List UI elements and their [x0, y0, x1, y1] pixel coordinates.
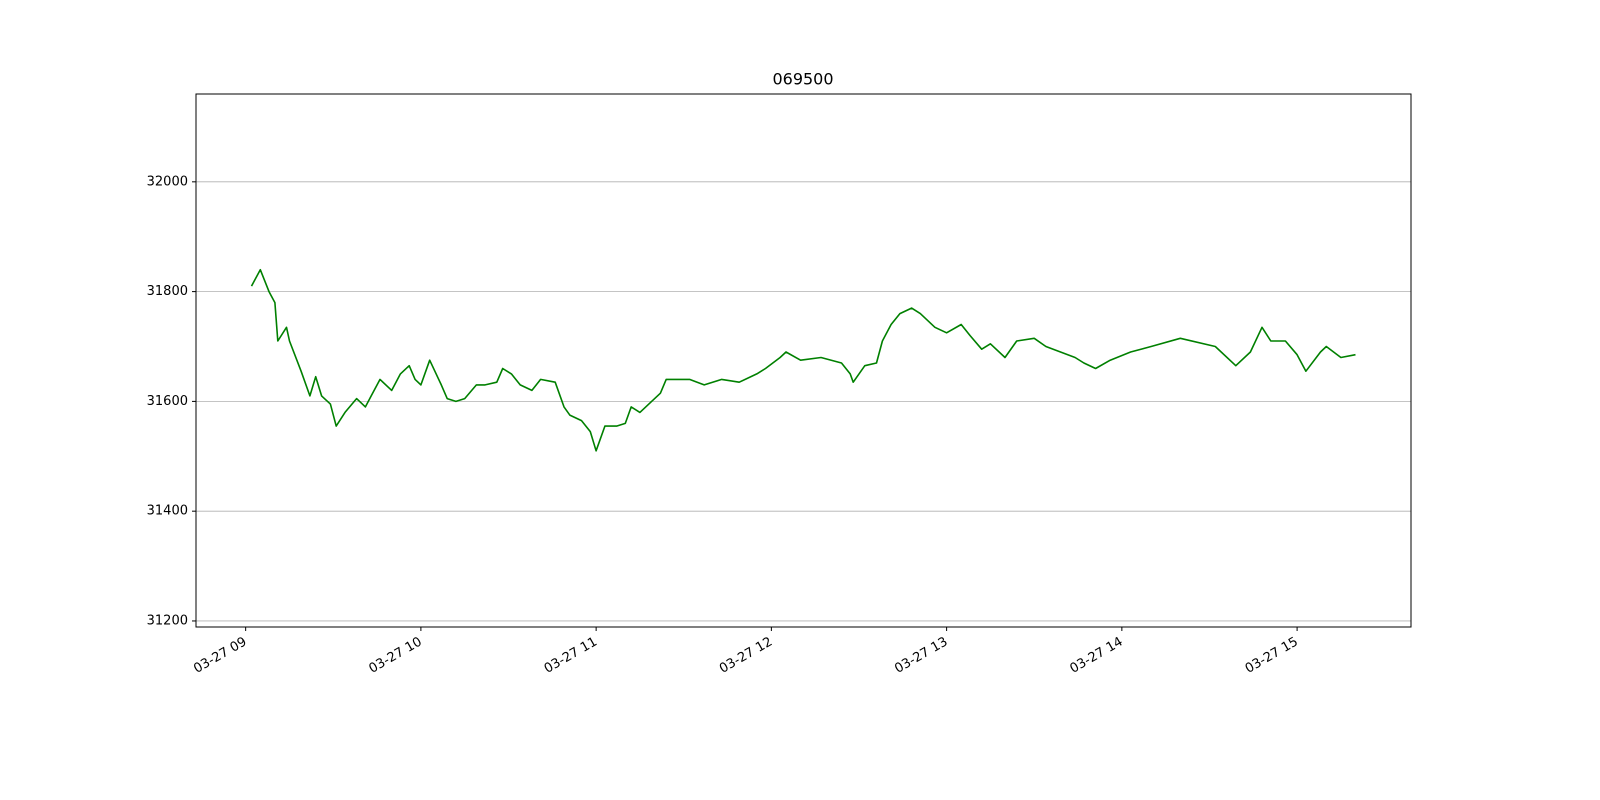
- chart-title: 069500: [772, 70, 833, 89]
- x-tick-label: 03-27 10: [367, 635, 425, 677]
- y-tick-label: 32000: [147, 174, 188, 189]
- x-tick-label: 03-27 11: [542, 635, 600, 677]
- y-tick-label: 31200: [147, 613, 188, 628]
- x-tick-label: 03-27 13: [892, 635, 950, 677]
- x-tick-label: 03-27 12: [717, 635, 775, 677]
- y-tick-label: 31400: [147, 504, 188, 519]
- x-tick-label: 03-27 15: [1243, 635, 1301, 677]
- y-tick-label: 31800: [147, 284, 188, 299]
- x-tick-label: 03-27 09: [191, 635, 249, 677]
- price-line: [250, 268, 1356, 452]
- plot-frame: [195, 93, 1412, 628]
- x-tick-label: 03-27 14: [1067, 635, 1125, 677]
- y-tick-label: 31600: [147, 394, 188, 409]
